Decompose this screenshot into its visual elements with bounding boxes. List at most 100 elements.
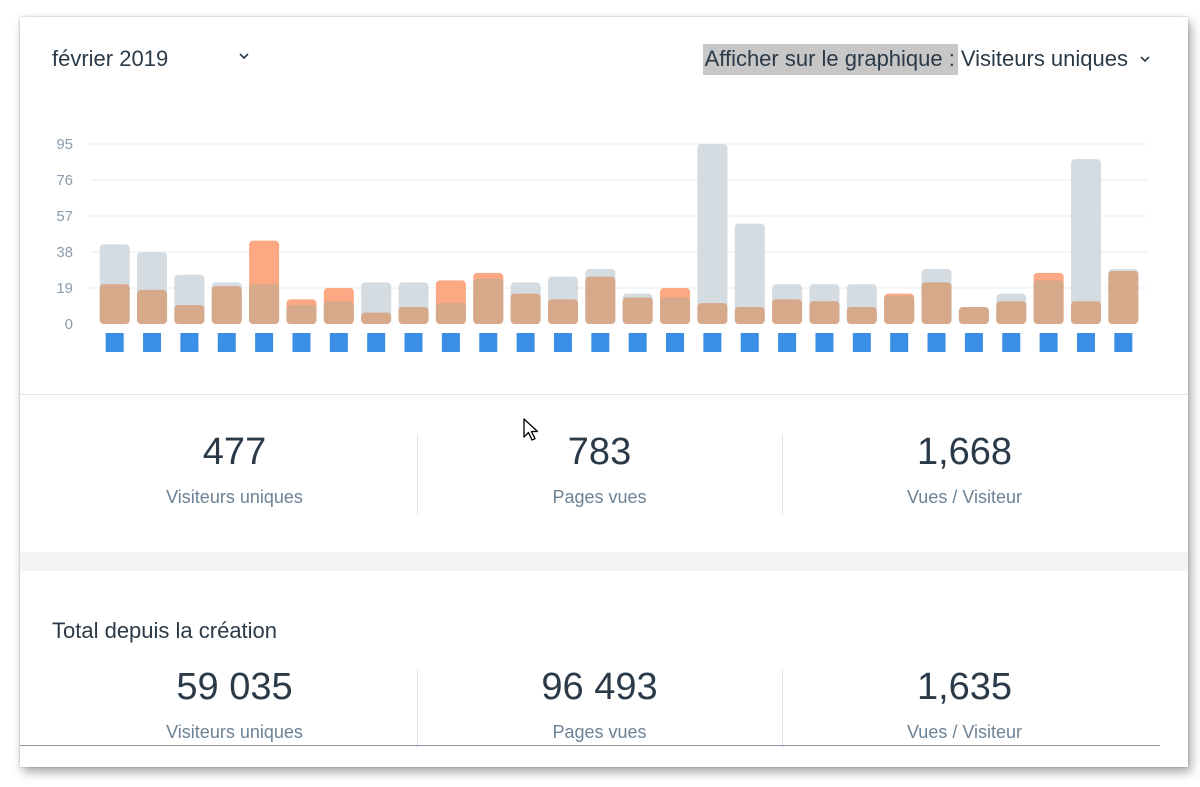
x-tick-label: 03 xyxy=(183,338,195,350)
stat-value: 783 xyxy=(567,431,632,473)
x-tick-label: 10 xyxy=(445,338,457,350)
bar-overlap-19 xyxy=(772,299,803,324)
stat-label: Vues / Visiteur xyxy=(906,722,1023,742)
day-marker xyxy=(815,333,834,352)
chart-divider xyxy=(20,394,1188,395)
bar-17 xyxy=(697,144,728,324)
bar-overlap-08 xyxy=(361,312,392,324)
bar-overlap-17 xyxy=(697,303,728,324)
x-tick-label: 21 xyxy=(856,338,868,350)
bar-overlap-28 xyxy=(1108,270,1139,324)
stat-value: 1,635 xyxy=(916,666,1013,708)
bar-overlap-13 xyxy=(547,299,578,324)
day-marker xyxy=(1114,333,1133,352)
display-value[interactable]: Visiteurs uniques xyxy=(960,46,1128,71)
x-tick-label: 13 xyxy=(557,338,569,350)
stat-label: Pages vues xyxy=(552,722,647,742)
bar-18 xyxy=(734,223,765,324)
day-marker xyxy=(778,333,797,352)
stat-unique-visitors: 477 Visiteurs uniques xyxy=(52,432,417,508)
day-marker xyxy=(964,333,983,352)
bar-overlap-21 xyxy=(846,306,877,324)
section-separator-band xyxy=(20,552,1188,571)
x-tick-label: 16 xyxy=(669,338,681,350)
day-marker xyxy=(516,333,535,352)
x-tick-label: 11 xyxy=(483,338,494,350)
stat-value: 59 035 xyxy=(176,666,293,708)
visits-bar-chart: 95 76 57 38 19 0 01 02 03 04 05 06 07 08 09 10 11 12 13 14 1… xyxy=(56,136,1148,352)
x-tick-label: 18 xyxy=(744,338,756,350)
stat-page-views: 783 Pages vues xyxy=(417,432,782,508)
x-tick-label: 02 xyxy=(146,338,158,350)
bar-overlap-02 xyxy=(137,289,168,324)
display-selector[interactable]: Afficher sur le graphique : Visiteurs un… xyxy=(702,43,1152,75)
bar-overlap-09 xyxy=(398,306,429,324)
chevron-down-icon xyxy=(239,53,249,60)
bar-overlap-11 xyxy=(473,278,504,324)
x-tick-label: 06 xyxy=(295,338,307,350)
bar-overlap-26 xyxy=(1033,280,1064,324)
day-marker xyxy=(852,333,871,352)
x-tick-label: 24 xyxy=(968,338,980,350)
x-tick-label: 12 xyxy=(519,338,531,350)
y-tick-label: 38 xyxy=(56,244,73,261)
day-marker xyxy=(553,333,572,352)
x-tick-label: 17 xyxy=(706,338,718,350)
stat-separator xyxy=(782,434,783,514)
x-tick-label: 25 xyxy=(1005,338,1017,350)
month-dropdown[interactable]: février 2019 xyxy=(52,45,249,73)
day-marker xyxy=(927,333,946,352)
day-marker xyxy=(479,333,498,352)
day-marker xyxy=(404,333,423,352)
bar-overlap-15 xyxy=(622,297,653,324)
bar-overlap-07 xyxy=(323,301,354,324)
bar-overlap-10 xyxy=(435,303,466,324)
bar-overlap-03 xyxy=(174,305,205,324)
day-marker xyxy=(255,333,274,352)
bar-overlap-20 xyxy=(809,301,840,324)
stat-value: 477 xyxy=(202,431,267,473)
bar-overlap-24 xyxy=(958,306,989,324)
day-marker xyxy=(180,333,199,352)
day-marker xyxy=(329,333,348,352)
day-marker xyxy=(890,333,909,352)
day-marker xyxy=(105,333,124,352)
day-marker xyxy=(591,333,610,352)
x-tick-label: 05 xyxy=(258,338,270,350)
bar-overlap-12 xyxy=(510,293,541,324)
day-marker xyxy=(1002,333,1021,352)
bar-overlap-16 xyxy=(660,297,691,324)
y-tick-label: 95 xyxy=(56,136,73,153)
bar-overlap-23 xyxy=(921,282,952,324)
total-stat-views-per-visitor: 1,635 Vues / Visiteur xyxy=(782,667,1147,743)
month-value: février 2019 xyxy=(52,46,169,71)
day-marker xyxy=(666,333,685,352)
stat-label: Vues / Visiteur xyxy=(906,487,1023,507)
display-label: Afficher sur le graphique : xyxy=(702,43,958,75)
bar-overlap-25 xyxy=(996,301,1027,324)
bar-overlap-05 xyxy=(249,284,280,324)
total-stat-page-views: 96 493 Pages vues xyxy=(417,667,782,743)
x-tick-label: 28 xyxy=(1117,338,1129,350)
bar-overlap-06 xyxy=(286,305,317,324)
x-tick-label: 19 xyxy=(781,338,793,350)
y-tick-label: 76 xyxy=(56,172,73,189)
stat-separator xyxy=(417,434,418,514)
x-tick-label: 26 xyxy=(1042,338,1054,350)
x-tick-label: 08 xyxy=(370,338,382,350)
day-marker xyxy=(628,333,647,352)
bar-27 xyxy=(1070,159,1101,324)
day-marker xyxy=(1039,333,1058,352)
stat-label: Visiteurs uniques xyxy=(166,722,303,742)
y-tick-label: 57 xyxy=(56,208,73,225)
day-marker xyxy=(217,333,236,352)
x-tick-label: 15 xyxy=(632,338,644,350)
day-marker xyxy=(292,333,311,352)
day-marker xyxy=(703,333,722,352)
day-marker xyxy=(441,333,460,352)
day-marker xyxy=(740,333,759,352)
day-marker xyxy=(367,333,386,352)
bar-overlap-14 xyxy=(585,276,616,324)
bar-overlap-01 xyxy=(99,284,130,324)
x-tick-label: 23 xyxy=(930,338,942,350)
